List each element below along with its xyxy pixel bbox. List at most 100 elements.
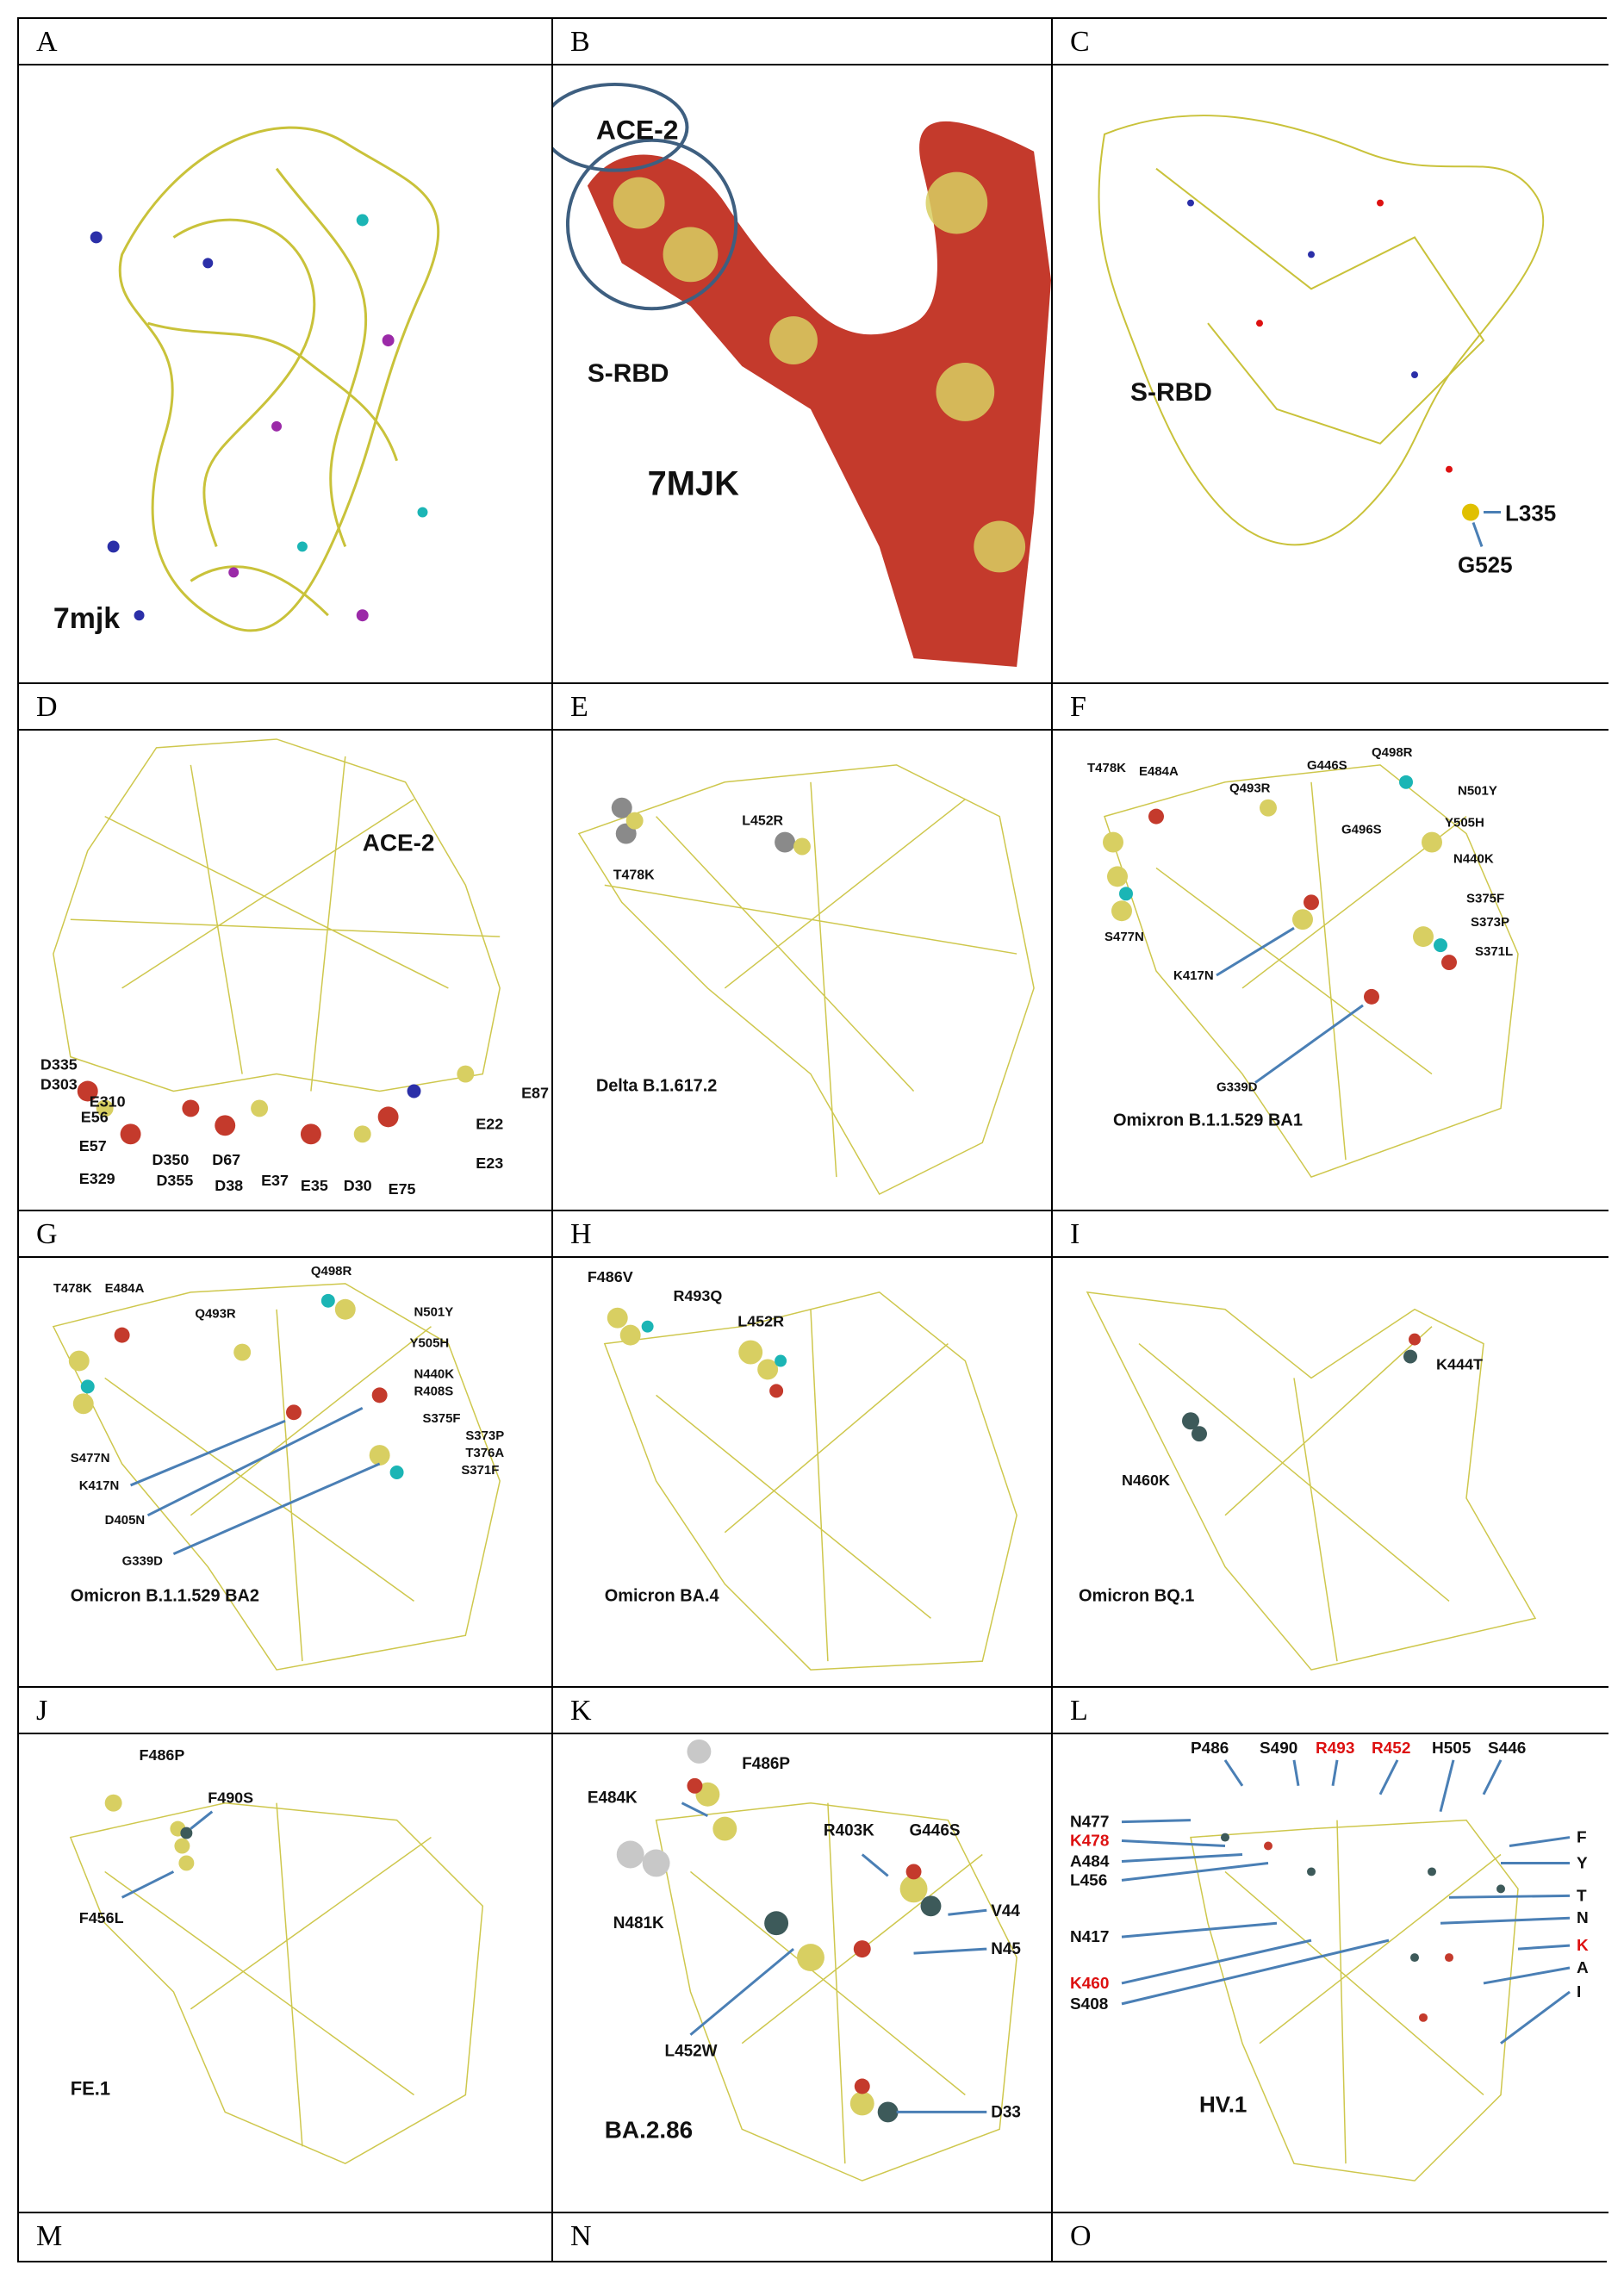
residue-label: S408 bbox=[1070, 1995, 1108, 2013]
residue-label: F bbox=[1577, 1829, 1587, 1847]
panel-title: Omicron BQ.1 bbox=[1079, 1586, 1194, 1605]
residue-label: E87 bbox=[521, 1084, 549, 1101]
residue-label: S446 bbox=[1488, 1739, 1526, 1758]
residue-label: G496S bbox=[1341, 823, 1382, 837]
residue-label: E57 bbox=[79, 1137, 107, 1154]
residue-label: D67 bbox=[212, 1151, 240, 1168]
structure-image: S-RBD L335 G525 bbox=[1053, 65, 1608, 682]
residue-label: F490S bbox=[208, 1789, 253, 1807]
residue-label: S373P bbox=[1471, 915, 1509, 930]
residue-label: D33 bbox=[991, 2103, 1021, 2121]
panel-m: M bbox=[19, 2213, 553, 2261]
residue-label: L452W bbox=[665, 2043, 718, 2061]
panel-letter: F bbox=[1070, 691, 1086, 723]
residue-label: N440K bbox=[414, 1366, 455, 1381]
panel-title: Omicron BA.4 bbox=[605, 1586, 719, 1605]
panel-i: I K444T N460K Omicron BQ.1 bbox=[1053, 1211, 1608, 1688]
residue-label: E23 bbox=[476, 1154, 503, 1172]
residue-label: D335 bbox=[40, 1056, 78, 1074]
panel-letter: J bbox=[36, 1695, 48, 1727]
residue-label: K444T bbox=[1436, 1356, 1483, 1373]
residue-label: L452R bbox=[737, 1313, 784, 1330]
residue-label: E75 bbox=[389, 1180, 416, 1198]
residue-label: E484K bbox=[588, 1789, 638, 1808]
residue-label: G446S bbox=[1307, 758, 1347, 773]
residue-label: F486P bbox=[140, 1746, 185, 1764]
residue-label: K417N bbox=[79, 1478, 120, 1493]
panel-letter: C bbox=[1070, 26, 1090, 58]
residue-label: N440K bbox=[1453, 851, 1494, 866]
residue-label: S490 bbox=[1260, 1739, 1297, 1758]
residue-label: E37 bbox=[261, 1172, 289, 1189]
structure-image: T478K E484A Q493R G446S Q498R N501Y Y505… bbox=[1053, 731, 1608, 1210]
residue-label: E310 bbox=[90, 1092, 126, 1110]
structure-image: F486V R493Q L452R Omicron BA.4 bbox=[553, 1258, 1051, 1686]
panel-letter: O bbox=[1070, 2220, 1092, 2252]
residue-label: F486P bbox=[742, 1755, 790, 1773]
structure-image: 7mjk bbox=[19, 65, 551, 682]
panel-o: O bbox=[1053, 2213, 1608, 2261]
residue-label: N bbox=[1577, 1909, 1589, 1927]
residue-label: L452R bbox=[742, 814, 783, 829]
panel-k: K F486P E484K R403K bbox=[553, 1688, 1053, 2213]
residue-label: E484A bbox=[105, 1281, 145, 1296]
panel-j: J F486P F490S F456L FE.1 bbox=[19, 1688, 553, 2213]
residue-label: Y bbox=[1577, 1854, 1588, 1872]
residue-label: S375F bbox=[1466, 891, 1504, 906]
residue-label: Q498R bbox=[311, 1264, 352, 1279]
residue-label: D38 bbox=[215, 1177, 243, 1194]
panel-title: FE.1 bbox=[71, 2077, 110, 2099]
structure-image: T478K E484A Q493R Q498R N501Y Y505H N440… bbox=[19, 1258, 551, 1686]
panel-letter: L bbox=[1070, 1695, 1088, 1727]
panel-title: 7MJK bbox=[648, 465, 740, 503]
residue-label: F456L bbox=[79, 1909, 124, 1926]
panel-letter: I bbox=[1070, 1218, 1080, 1250]
panel-d: D ACE-2 D335 D303 E310 E56 E57 E329 bbox=[19, 684, 553, 1211]
panel-b: B ACE-2 S-RBD 7MJK bbox=[553, 19, 1053, 684]
residue-label: G339D bbox=[122, 1554, 164, 1569]
panel-a: A 7mjk bbox=[19, 19, 553, 684]
residue-label: S477N bbox=[1104, 930, 1144, 944]
panel-letter: B bbox=[570, 26, 590, 58]
residue-label: E35 bbox=[301, 1177, 328, 1194]
label-g525: G525 bbox=[1458, 551, 1513, 577]
residue-label: Q493R bbox=[195, 1307, 236, 1322]
residue-label: A bbox=[1577, 1959, 1589, 1977]
residue-label: E329 bbox=[79, 1170, 115, 1187]
residue-label: R452 bbox=[1372, 1739, 1410, 1758]
residue-label: L456 bbox=[1070, 1871, 1107, 1889]
panel-title: ACE-2 bbox=[363, 830, 435, 856]
residue-label: D405N bbox=[105, 1513, 146, 1528]
residue-label: S371F bbox=[461, 1463, 499, 1478]
panel-letter: M bbox=[36, 2220, 63, 2252]
panel-letter: A bbox=[36, 26, 58, 58]
label-l335: L335 bbox=[1505, 501, 1556, 526]
panel-l: L bbox=[1053, 1688, 1608, 2213]
structure-image: P486 S490 R493 R452 H505 S446 N477 K478 … bbox=[1053, 1734, 1608, 2212]
residue-label: H505 bbox=[1432, 1739, 1472, 1758]
panel-letter: G bbox=[36, 1218, 58, 1250]
panel-h: H F486V R493Q L452R Omicron BA.4 bbox=[553, 1211, 1053, 1688]
residue-label: T bbox=[1577, 1887, 1587, 1905]
structure-image: ACE-2 S-RBD 7MJK bbox=[553, 65, 1051, 682]
structure-image: ACE-2 D335 D303 E310 E56 E57 E329 D350 D… bbox=[19, 731, 551, 1210]
panel-n: N bbox=[553, 2213, 1053, 2261]
structure-image: F486P E484K R403K G446S V44 N481K N45 L4… bbox=[553, 1734, 1051, 2212]
panel-c: C S-RBD L335 G525 bbox=[1053, 19, 1608, 684]
residue-label: K478 bbox=[1070, 1833, 1109, 1851]
residue-label: K417N bbox=[1173, 968, 1214, 983]
residue-label: R408S bbox=[414, 1384, 454, 1398]
residue-label: S375F bbox=[422, 1411, 460, 1426]
residue-label: E56 bbox=[81, 1108, 109, 1125]
residue-label: D350 bbox=[152, 1151, 190, 1168]
panel-letter: E bbox=[570, 691, 588, 723]
panel-letter: D bbox=[36, 691, 58, 723]
residue-label: Y505H bbox=[1445, 816, 1484, 831]
panel-f: F T478K E484A Q493R G446S Q498R N5 bbox=[1053, 684, 1608, 1211]
panel-e: E T478K L452R Delta B.1.617.2 bbox=[553, 684, 1053, 1211]
residue-label: F486V bbox=[588, 1268, 633, 1285]
residue-label: T478K bbox=[53, 1281, 92, 1296]
panel-letter: H bbox=[570, 1218, 592, 1250]
residue-label: V44 bbox=[991, 1902, 1020, 1920]
residue-label: G339D bbox=[1216, 1080, 1258, 1095]
